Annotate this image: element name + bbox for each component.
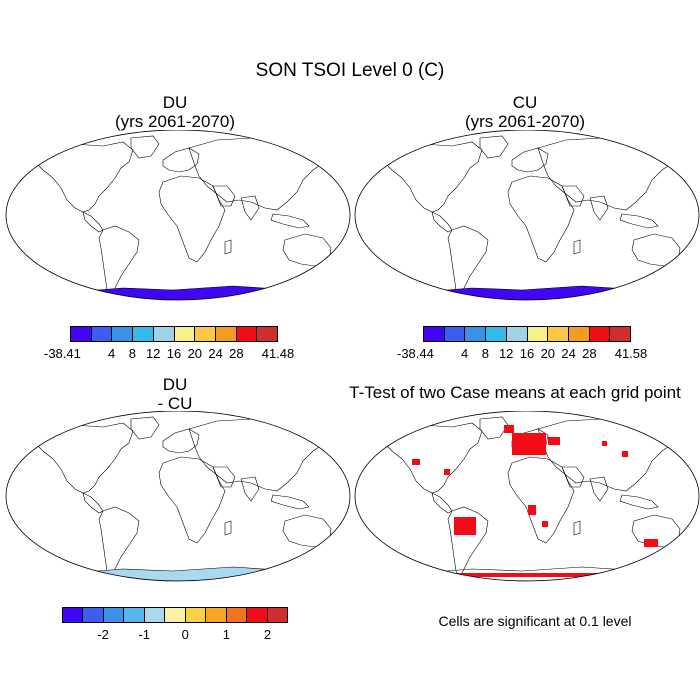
map-cu bbox=[354, 130, 700, 301]
colorbar-cu-swatch bbox=[568, 327, 590, 341]
colorbar-diff-label: 2 bbox=[263, 627, 272, 642]
colorbar-cu-label: 8 bbox=[481, 346, 490, 361]
colorbar-cu-swatch bbox=[527, 327, 549, 341]
colorbar-du-label: -38.41 bbox=[44, 346, 81, 361]
colorbar-cu-swatch bbox=[444, 327, 466, 341]
colorbar-diff-label: 0 bbox=[181, 627, 189, 642]
colorbar-du-labels: -38.41 4 8 12 16 20 24 28 41.48 bbox=[44, 346, 294, 362]
colorbar-diff-swatch bbox=[267, 608, 287, 622]
colorbar-du-swatch bbox=[71, 327, 92, 341]
colorbar-cu-label: 28 bbox=[582, 346, 597, 361]
colorbar-diff bbox=[62, 607, 288, 623]
colorbar-cu-label: 20 bbox=[540, 346, 556, 361]
colorbar-du-swatch bbox=[236, 327, 258, 341]
colorbar-du-label: 28 bbox=[229, 346, 244, 361]
colorbar-du-label: 12 bbox=[145, 346, 161, 361]
colorbar-diff-swatch bbox=[165, 608, 186, 622]
colorbar-cu-swatch bbox=[506, 327, 528, 341]
colorbar-cu-label: -38.44 bbox=[397, 346, 434, 361]
colorbar-diff-label: -2 bbox=[97, 627, 109, 642]
colorbar-du-label: 4 bbox=[107, 346, 116, 361]
colorbar-du-swatch bbox=[174, 327, 196, 341]
colorbar-diff-swatch bbox=[103, 608, 125, 622]
panel-du-title: DU bbox=[162, 93, 188, 112]
colorbar-diff-swatch bbox=[63, 608, 84, 622]
colorbar-cu-label: 41.58 bbox=[614, 346, 648, 361]
figure-title: SON TSOI Level 0 (C) bbox=[255, 60, 445, 81]
map-du bbox=[5, 130, 351, 301]
colorbar-diff-swatch bbox=[124, 608, 145, 622]
colorbar-diff-labels: -2 -1 0 1 2 bbox=[62, 627, 288, 643]
colorbar-cu-swatch bbox=[424, 327, 445, 341]
colorbar-diff-swatch bbox=[185, 608, 207, 622]
colorbar-diff-swatch bbox=[144, 608, 166, 622]
colorbar-du-label: 20 bbox=[187, 346, 203, 361]
panel-cu-subtitle: (yrs 2061-2070) bbox=[464, 112, 585, 131]
colorbar-du-swatch bbox=[133, 327, 154, 341]
colorbar-du-label: 8 bbox=[128, 346, 137, 361]
colorbar-du-label: 16 bbox=[166, 346, 182, 361]
colorbar-du-swatch bbox=[153, 327, 175, 341]
colorbar-cu-label: 4 bbox=[460, 346, 469, 361]
colorbar-du-swatch bbox=[112, 327, 134, 341]
panel-diff-title: DU bbox=[162, 375, 188, 394]
colorbar-diff-label: -1 bbox=[138, 627, 150, 642]
colorbar-du-swatch bbox=[91, 327, 113, 341]
colorbar-du bbox=[70, 326, 278, 342]
colorbar-cu-swatch bbox=[548, 327, 569, 341]
panel-du-subtitle: (yrs 2061-2070) bbox=[114, 112, 235, 131]
colorbar-cu-label: 24 bbox=[561, 346, 576, 361]
colorbar-cu-swatch bbox=[610, 327, 631, 341]
colorbar-cu bbox=[423, 326, 631, 342]
colorbar-cu-swatch bbox=[589, 327, 611, 341]
colorbar-cu-swatch bbox=[486, 327, 507, 341]
colorbar-diff-swatch bbox=[83, 608, 104, 622]
panel-ttest-title: T-Test of two Case means at each grid po… bbox=[349, 383, 681, 402]
colorbar-diff-swatch bbox=[226, 608, 248, 622]
map-diff bbox=[5, 411, 351, 582]
panel-diff-subtitle: - CU bbox=[157, 394, 193, 413]
colorbar-diff-swatch bbox=[247, 608, 268, 622]
colorbar-cu-label: 12 bbox=[498, 346, 514, 361]
colorbar-du-label: 41.48 bbox=[261, 346, 295, 361]
colorbar-du-label: 24 bbox=[208, 346, 223, 361]
colorbar-du-swatch bbox=[195, 327, 216, 341]
map-ttest bbox=[354, 411, 700, 582]
colorbar-cu-swatch bbox=[465, 327, 487, 341]
colorbar-cu-labels: -38.44 4 8 12 16 20 24 28 41.58 bbox=[397, 346, 647, 362]
significance-note: Cells are significant at 0.1 level bbox=[438, 613, 632, 629]
colorbar-diff-label: 1 bbox=[222, 627, 231, 642]
panel-cu-title: CU bbox=[512, 93, 538, 112]
colorbar-du-swatch bbox=[257, 327, 278, 341]
colorbar-cu-label: 16 bbox=[519, 346, 535, 361]
colorbar-du-swatch bbox=[215, 327, 237, 341]
colorbar-diff-swatch bbox=[206, 608, 227, 622]
